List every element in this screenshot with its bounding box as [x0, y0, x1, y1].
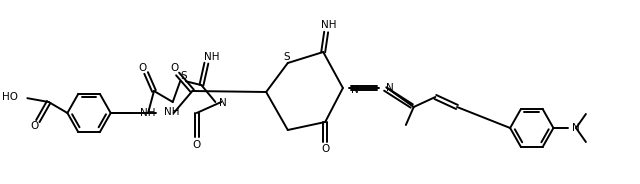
Text: N: N [351, 85, 358, 95]
Text: NH: NH [140, 108, 156, 118]
Text: O: O [138, 63, 147, 73]
Text: O: O [321, 144, 330, 154]
Text: O: O [31, 121, 39, 131]
Text: S: S [284, 52, 290, 62]
Text: N: N [572, 123, 580, 133]
Text: N: N [386, 83, 394, 93]
Text: S: S [180, 71, 188, 81]
Text: NH: NH [164, 107, 179, 117]
Text: HO: HO [1, 92, 17, 102]
Text: N: N [220, 98, 227, 108]
Text: O: O [170, 63, 179, 73]
Text: NH: NH [321, 20, 337, 30]
Text: NH: NH [204, 52, 219, 62]
Text: O: O [193, 140, 201, 150]
